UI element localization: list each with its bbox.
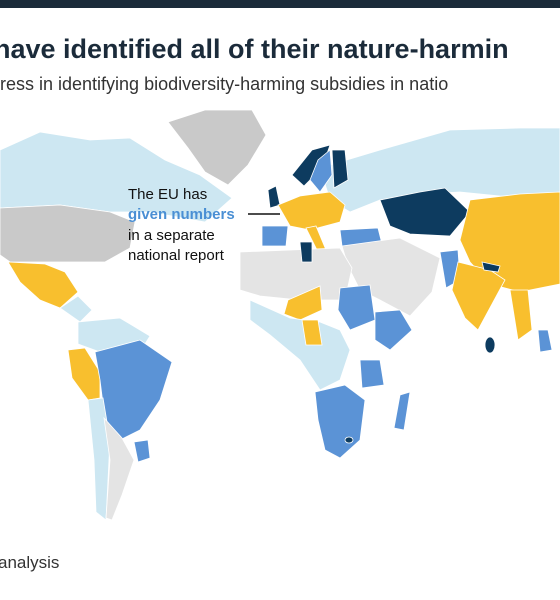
subtitle: ress in identifying biodiversity-harming… [0,74,448,94]
madagascar [393,391,411,431]
sudan [337,284,376,331]
spain [261,225,289,247]
central-america [59,295,93,323]
malaysia [537,329,553,353]
southeast-asia [509,289,533,341]
top-bar [0,0,560,8]
usa [0,204,136,263]
tanzania [359,359,385,389]
mexico [7,261,79,309]
tunisia [299,241,313,263]
east-africa [374,309,413,351]
annotation: in a separate [128,227,215,244]
peru [67,347,101,401]
sweden [309,149,333,193]
title: have identified all of their nature-harm… [0,34,509,64]
sri-lanka [484,336,496,354]
annotation: The EU has [128,186,207,203]
middle-east [341,237,441,317]
eu [277,191,346,231]
kazakhstan [379,187,471,237]
greenland [167,109,267,186]
finland [331,149,349,189]
nigeria [301,319,323,346]
annotation: national report [128,247,225,264]
annotation-highlight: given numbers [128,206,235,223]
southern-africa [314,384,366,459]
nepal [481,261,501,273]
north-africa [239,247,353,301]
chile [87,397,111,521]
map [0,109,560,521]
mali-niger [283,285,323,321]
argentina [103,416,135,521]
uruguay [133,439,151,463]
lesotho [344,436,354,444]
brazil [94,339,173,441]
source: analysis [0,553,59,572]
